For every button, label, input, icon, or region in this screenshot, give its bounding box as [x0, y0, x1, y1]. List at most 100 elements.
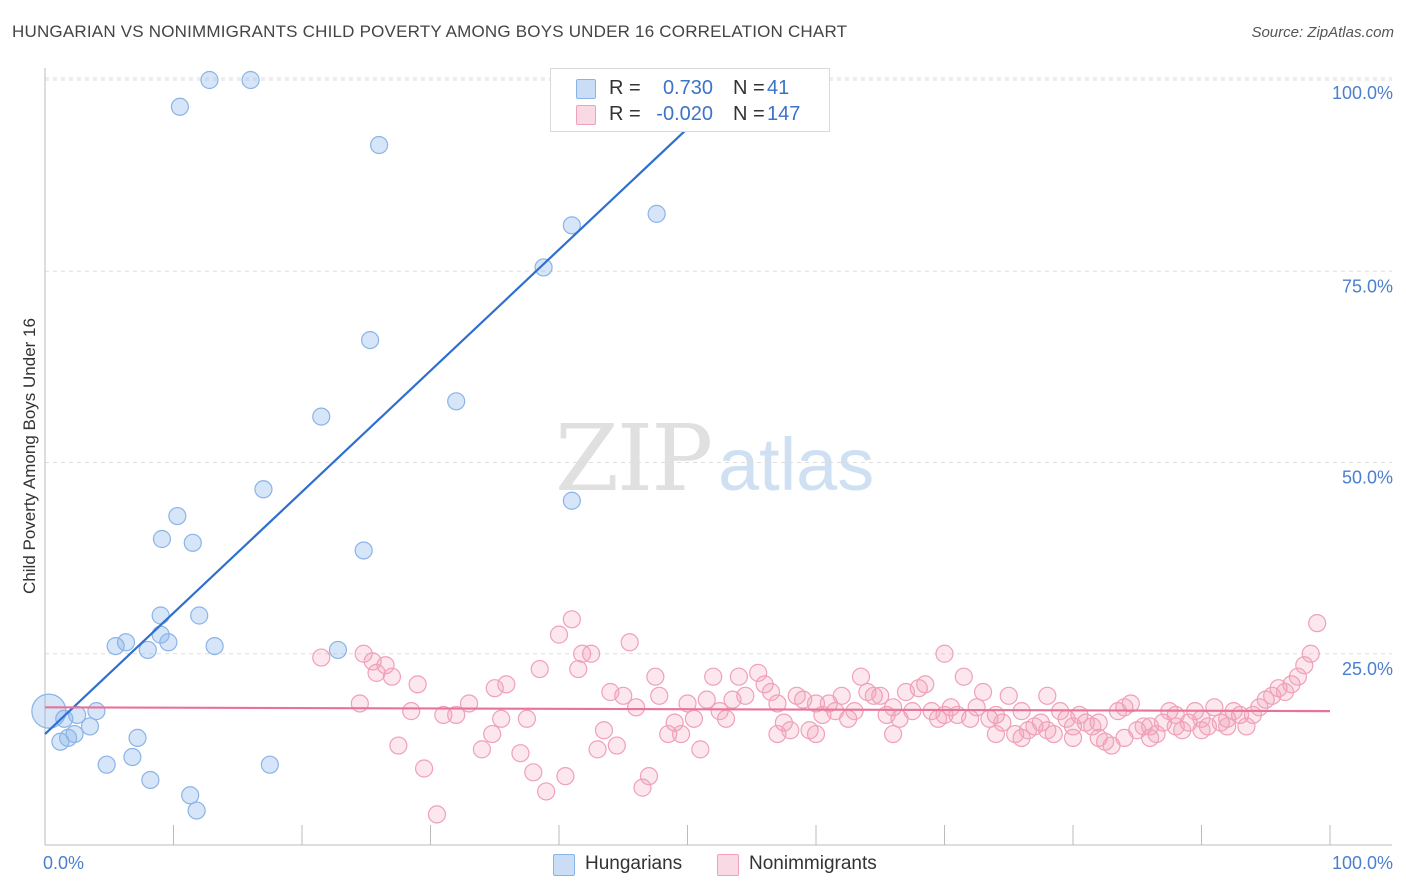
nonimmigrants-point [588, 740, 607, 759]
hungarians-point [106, 636, 125, 656]
hungarians-point [31, 693, 67, 729]
nonimmigrants-point [1237, 717, 1256, 736]
nonimmigrants-point [999, 686, 1018, 705]
nonimmigrants-point [594, 721, 614, 740]
nonimmigrants-point [607, 736, 626, 755]
series-swatch-nonimmigrants [717, 854, 739, 876]
series-legend: Hungarians Nonimmigrants [0, 852, 1406, 878]
nonimmigrants-point [768, 724, 787, 744]
nonimmigrants-point [1192, 721, 1211, 740]
nonimmigrants-point [993, 713, 1012, 732]
nonimmigrants-point [1038, 686, 1057, 705]
nonimmigrants-point [749, 663, 768, 682]
nonimmigrants-point [382, 667, 402, 686]
legend-r-value: -0.020 [656, 103, 713, 125]
nonimmigrants-trend-line [44, 706, 1331, 713]
hungarians-point [241, 70, 260, 90]
y-tick-label: 25.0% [1342, 659, 1393, 679]
nonimmigrants-point [954, 667, 973, 686]
nonimmigrants-point [434, 705, 453, 725]
nonimmigrants-point [1115, 728, 1134, 748]
hungarians-point [447, 392, 466, 411]
hungarians-point [190, 606, 209, 625]
legend-r-label: R = [609, 103, 641, 125]
hungarians-point [562, 216, 581, 235]
nonimmigrants-point [1089, 713, 1108, 732]
nonimmigrants-point [1063, 728, 1083, 748]
nonimmigrants-point [620, 633, 639, 652]
nonimmigrants-point [402, 702, 421, 721]
nonimmigrants-point [569, 659, 588, 679]
hungarians-point [65, 724, 84, 744]
x-tick-label: 0.0% [43, 853, 84, 873]
legend-n-value: 41 [767, 77, 790, 99]
nonimmigrants-point [537, 782, 556, 801]
hungarians-point [534, 258, 553, 277]
hungarians-point [370, 135, 389, 155]
hungarians-point [152, 529, 172, 549]
nonimmigrants-point [447, 705, 466, 725]
nonimmigrants-point [414, 759, 434, 778]
hungarians-point [562, 491, 581, 510]
hungarians-point [254, 480, 273, 499]
nonimmigrants-point [530, 659, 549, 679]
nonimmigrants-point [761, 682, 781, 702]
nonimmigrants-point [916, 675, 935, 694]
nonimmigrants-point [427, 805, 447, 824]
hungarians-point [200, 70, 219, 90]
hungarians-point [168, 506, 187, 526]
hungarians-point [328, 640, 348, 660]
hungarians-point [181, 786, 200, 805]
series-label-hungarians: Hungarians [585, 853, 683, 874]
y-tick-label: 75.0% [1342, 276, 1393, 296]
legend-row-nonimmigrants: R = -0.020 N = 147 [551, 101, 829, 127]
nonimmigrants-point [1295, 656, 1314, 675]
hungarians-point [116, 633, 136, 652]
chart-title: HUNGARIAN VS NONIMMIGRANTS CHILD POVERTY… [12, 22, 848, 41]
nonimmigrants-point [633, 778, 652, 797]
nonimmigrants-point [678, 694, 697, 713]
nonimmigrants-point [556, 767, 575, 786]
nonimmigrants-point [492, 709, 511, 728]
nonimmigrants-point [472, 740, 491, 759]
nonimmigrants-point [1218, 717, 1237, 736]
hungarians-point [151, 606, 170, 625]
nonimmigrants-point [408, 675, 427, 694]
hungarians-point [354, 541, 373, 560]
nonimmigrants-point [659, 724, 678, 744]
nonimmigrants-point [691, 740, 710, 759]
hungarians-point [159, 633, 178, 652]
nonimmigrants-point [851, 667, 871, 686]
nonimmigrants-point [935, 644, 954, 663]
nonimmigrants-point [517, 709, 536, 728]
nonimmigrants-point [845, 702, 864, 721]
nonimmigrants-point [1301, 644, 1320, 663]
nonimmigrants-point [562, 610, 581, 629]
nonimmigrants-point [1140, 728, 1160, 748]
nonimmigrants-point [832, 686, 851, 705]
nonimmigrants-point [511, 744, 530, 763]
nonimmigrants-point [1166, 717, 1185, 736]
nonimmigrants-point [871, 686, 890, 705]
nonimmigrants-point [903, 702, 922, 721]
nonimmigrants-point [864, 686, 883, 705]
nonimmigrants-point [973, 682, 993, 702]
nonimmigrants-point [684, 709, 704, 728]
nonimmigrants-point [646, 667, 665, 686]
nonimmigrants-point [312, 648, 331, 667]
hungarians-point [183, 533, 202, 552]
hungarians-point [170, 97, 190, 116]
nonimmigrants-point [626, 698, 646, 717]
nonimmigrants-point [485, 679, 504, 698]
nonimmigrants-point [806, 724, 826, 744]
hungarians-point [128, 728, 147, 748]
nonimmigrants-point [376, 656, 395, 675]
hungarians-point [87, 702, 106, 721]
nonimmigrants-point [1288, 667, 1307, 686]
nonimmigrants-point [704, 667, 723, 686]
nonimmigrants-point [582, 644, 601, 663]
hungarians-point [205, 636, 224, 656]
nonimmigrants-point [614, 686, 633, 705]
nonimmigrants-point [483, 724, 502, 744]
series-label-nonimmigrants: Nonimmigrants [749, 853, 877, 874]
